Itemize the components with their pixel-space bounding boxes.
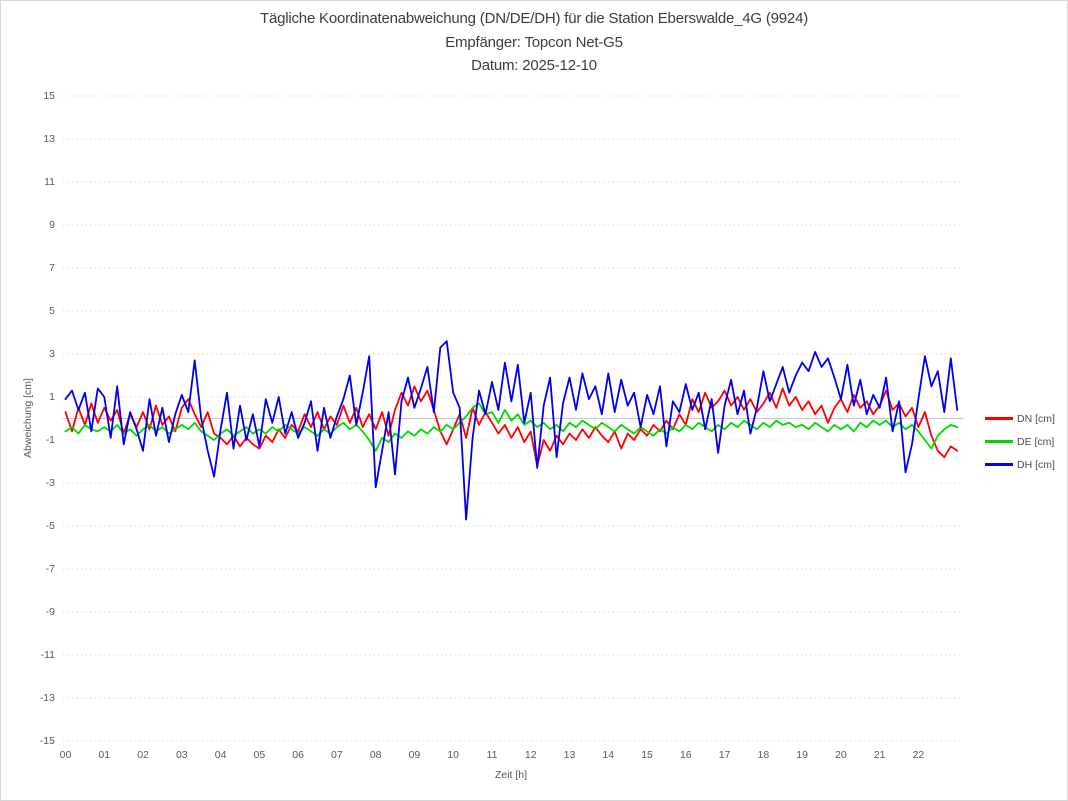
series-line-dh [64, 340, 959, 521]
y-tick-label-9: 9 [49, 218, 55, 231]
y-tick-label-1: 1 [49, 390, 55, 403]
chart-subtitle-receiver: Empfänger: Topcon Net-G5 [445, 34, 623, 51]
legend-swatch-dh [985, 463, 1013, 466]
legend-item-dh: DH [cm] [985, 453, 1055, 476]
x-tick-label-03: 03 [175, 749, 188, 761]
legend-label-dn: DN [cm] [1017, 412, 1055, 425]
y-tick-label--3: -3 [45, 476, 55, 489]
legend-swatch-dn [985, 417, 1013, 420]
x-tick-label-06: 06 [292, 749, 304, 761]
x-axis-title: Zeit [h] [494, 769, 528, 781]
legend-item-de: DE [cm] [985, 430, 1055, 453]
x-tick-label-20: 20 [835, 749, 847, 761]
chart-subtitle-date: Datum: 2025-12-10 [471, 57, 597, 74]
y-tick-label-15: 15 [43, 89, 55, 102]
x-tick-label-21: 21 [873, 749, 886, 761]
y-tick-label-13: 13 [43, 132, 55, 145]
y-axis-title: Abweichung [cm] [22, 378, 34, 458]
x-tick-label-07: 07 [331, 749, 343, 761]
y-tick-label-3: 3 [49, 347, 55, 360]
x-tick-label-10: 10 [447, 749, 460, 761]
legend-item-dn: DN [cm] [985, 407, 1055, 430]
legend-swatch-de [985, 440, 1013, 443]
x-tick-label-19: 19 [796, 749, 808, 761]
x-tick-label-15: 15 [641, 749, 653, 761]
y-tick-label-11: 11 [44, 175, 55, 188]
x-tick-label-02: 02 [137, 749, 149, 761]
series-line-de [64, 402, 959, 452]
x-tick-label-08: 08 [369, 749, 382, 761]
x-tick-label-22: 22 [912, 749, 925, 761]
y-tick-label--13: -13 [39, 691, 55, 704]
y-tick-label--1: -1 [45, 433, 55, 446]
x-tick-label-01: 01 [98, 749, 111, 761]
y-tick-label--9: -9 [45, 605, 55, 618]
legend: DN [cm] DE [cm] DH [cm] [985, 407, 1055, 476]
x-tick-label-13: 13 [563, 749, 576, 761]
y-tick-label--5: -5 [45, 519, 55, 532]
y-tick-label--11: -11 [40, 648, 55, 661]
x-tick-label-04: 04 [214, 749, 227, 761]
y-tick-label-7: 7 [49, 261, 55, 274]
x-tick-label-18: 18 [757, 749, 770, 761]
x-tick-label-14: 14 [602, 749, 615, 761]
x-tick-label-00: 00 [59, 749, 72, 761]
x-tick-label-09: 09 [408, 749, 421, 761]
chart-title: Tägliche Koordinatenabweichung (DN/DE/DH… [259, 10, 809, 27]
x-tick-label-05: 05 [253, 749, 266, 761]
x-tick-label-12: 12 [524, 749, 537, 761]
x-tick-label-17: 17 [718, 749, 731, 761]
x-tick-label-16: 16 [679, 749, 692, 761]
y-tick-label--7: -7 [45, 562, 55, 575]
x-tick-label-11: 11 [486, 749, 498, 761]
y-tick-label-5: 5 [49, 304, 55, 317]
legend-label-dh: DH [cm] [1017, 458, 1055, 471]
series-line-dn [64, 385, 959, 467]
legend-label-de: DE [cm] [1017, 435, 1055, 448]
y-tick-label--15: -15 [39, 734, 55, 747]
